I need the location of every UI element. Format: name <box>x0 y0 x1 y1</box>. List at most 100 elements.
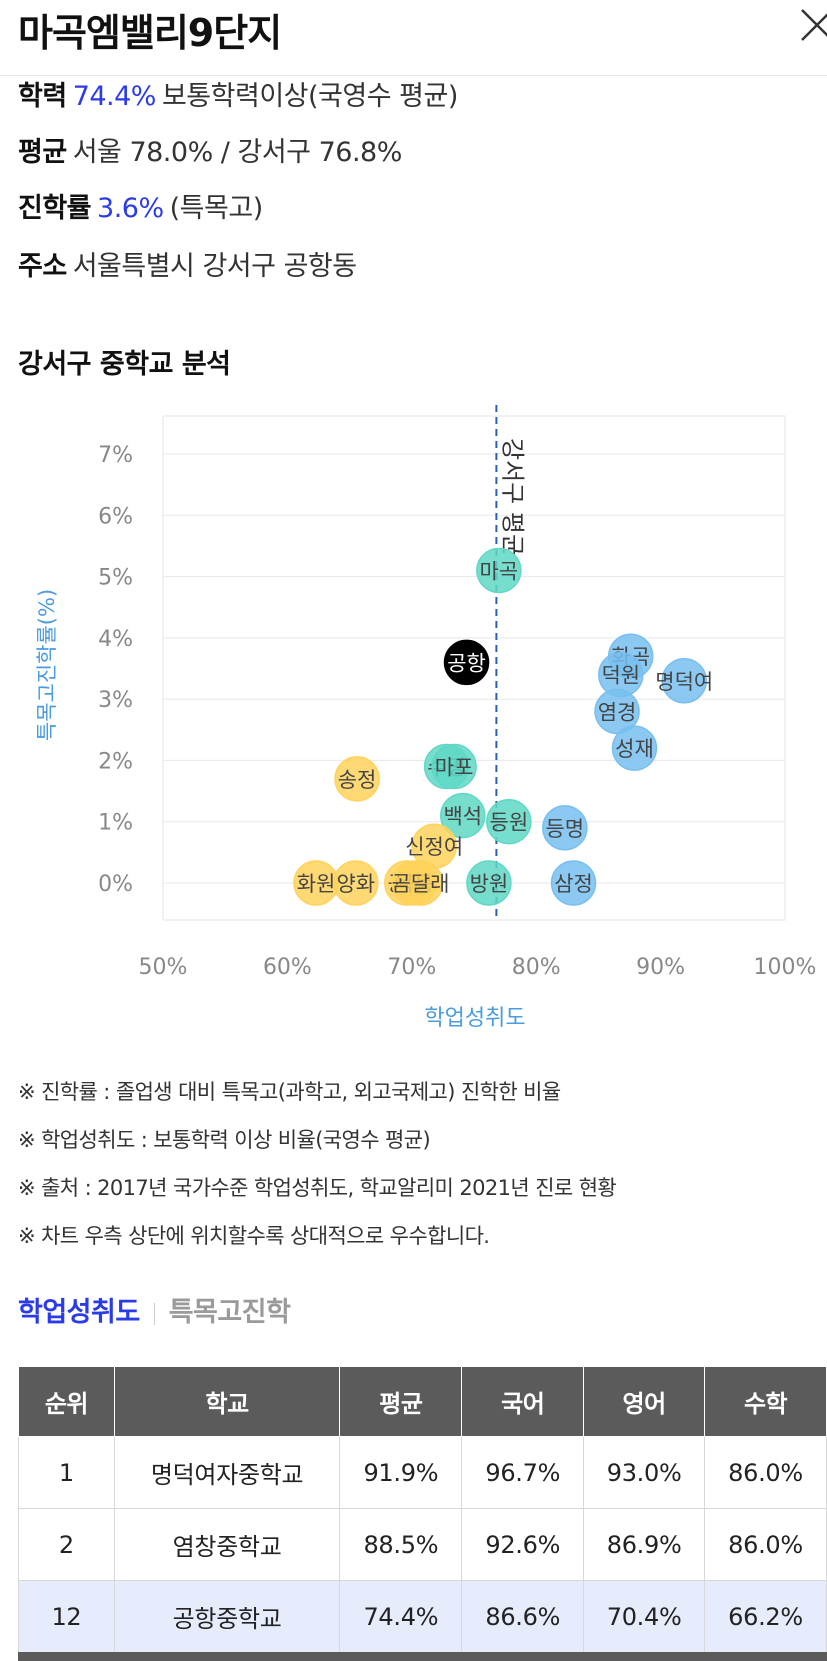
section-title: 강서구 중학교 분석 <box>18 349 231 380</box>
cell-math: 86.0% <box>704 1508 827 1581</box>
data-point-label: 마곡 <box>480 559 519 583</box>
cell-korean: 96.7% <box>461 1436 585 1509</box>
data-point-label: 송정 <box>338 768 377 792</box>
x-tick-label: 80% <box>512 955 561 980</box>
advancement-label: 진학률 <box>18 193 92 224</box>
address-row: 주소 서울특별시 강서구 공항동 <box>18 244 357 283</box>
header-korean: 국어 <box>461 1366 585 1437</box>
achievement-value: 74.4% <box>72 81 157 112</box>
x-tick-label: 60% <box>263 955 312 980</box>
cell-average: 91.9% <box>339 1436 463 1509</box>
cell-english: 70.4% <box>583 1580 706 1653</box>
y-tick-label: 3% <box>98 688 133 713</box>
note-item: ※ 학업성취도 : 보통학력 이상 비율(국영수 평균) <box>18 1128 431 1152</box>
x-tick-label: 70% <box>387 955 436 980</box>
achievement-label: 학력 <box>18 81 67 112</box>
cell-average: 74.4% <box>339 1580 463 1653</box>
page-title: 마곡엠밸리9단지 <box>18 11 282 55</box>
average-row: 평균 서울 78.0% / 강서구 76.8% <box>18 130 402 169</box>
tab-achievement[interactable]: 학업성취도 <box>18 1297 140 1328</box>
table-bottom-bar <box>18 1652 827 1661</box>
data-point <box>466 860 512 906</box>
y-axis-label: 특목고진학률(%) <box>35 589 59 741</box>
tabs: 학업성취도 특목고진학 <box>18 1290 291 1329</box>
average-label: 평균 <box>18 137 67 168</box>
data-point-label: 마포 <box>435 756 474 780</box>
cell-rank: 12 <box>18 1580 115 1653</box>
y-tick-label: 2% <box>98 749 133 774</box>
y-tick-label: 6% <box>98 504 133 529</box>
scatter-chart: 0% 1% 2% 3% 4% 5% 6% 7% 50% 60% 70% 80% 90% 100% 학업성취도… <box>35 405 817 1031</box>
address-label: 주소 <box>18 251 67 282</box>
y-tick-label: 4% <box>98 627 133 652</box>
achievement-row: 학력 74.4% 보통학력이상(국영수 평균) <box>18 74 458 113</box>
header-school: 학교 <box>113 1366 341 1437</box>
data-point-label: 양화 <box>336 872 375 896</box>
cell-math: 86.0% <box>704 1436 827 1509</box>
data-point <box>440 792 486 839</box>
note-item: ※ 진학률 : 졸업생 대비 특목고(과학고, 외고국제고) 진학한 비율 <box>18 1080 561 1104</box>
advancement-desc: (특목고) <box>169 193 264 224</box>
x-tick-label: 100% <box>754 955 817 980</box>
average-desc: 서울 78.0% / 강서구 76.8% <box>72 137 403 168</box>
data-point <box>611 725 658 771</box>
cell-korean: 92.6% <box>461 1508 585 1581</box>
table-row[interactable]: 1 명덕여자중학교 91.9% 96.7% 93.0% 86.0% <box>18 1436 827 1509</box>
data-point-label: 신정여 <box>405 835 463 859</box>
data-point <box>397 860 444 906</box>
table-row-current[interactable]: 12 공항중학교 74.4% 86.6% 70.4% 66.2% <box>18 1580 827 1653</box>
cell-english: 93.0% <box>583 1436 706 1509</box>
plot-border <box>162 415 786 921</box>
data-point <box>486 798 532 845</box>
data-point-label: 삼정 <box>554 872 593 896</box>
advancement-value: 3.6% <box>97 193 164 224</box>
data-point <box>594 688 640 735</box>
cell-math: 66.2% <box>704 1580 827 1653</box>
data-point <box>334 756 380 802</box>
data-point <box>542 805 588 851</box>
header-english: 영어 <box>583 1366 706 1437</box>
y-tick-label: 1% <box>98 811 133 836</box>
cell-korean: 86.6% <box>461 1580 585 1653</box>
table-row[interactable]: 2 염창중학교 88.5% 92.6% 86.9% 86.0% <box>18 1508 827 1581</box>
reference-line-label: 강서구 평균 <box>498 438 526 556</box>
y-tick-label: 5% <box>98 566 133 591</box>
y-tick-label: 7% <box>98 443 133 468</box>
data-point-label: 성재 <box>615 737 654 761</box>
cell-rank: 2 <box>18 1508 115 1581</box>
header: 마곡엠밸리9단지 <box>0 0 827 76</box>
note-item: ※ 차트 우측 상단에 위치할수록 상대적으로 우수합니다. <box>18 1224 490 1248</box>
cell-rank: 1 <box>18 1436 115 1509</box>
cell-school: 공항중학교 <box>113 1580 341 1653</box>
header-average: 평균 <box>339 1366 463 1437</box>
cell-english: 86.9% <box>583 1508 706 1581</box>
data-point <box>476 547 522 594</box>
note-item: ※ 출처 : 2017년 국가수준 학업성취도, 학교알리미 2021년 진로 … <box>18 1176 617 1200</box>
data-point-label: 덕원 <box>601 664 640 688</box>
data-point-label: 화원 <box>297 872 336 896</box>
y-tick-label: 0% <box>98 872 133 897</box>
notes: ※ 진학률 : 졸업생 대비 특목고(과학고, 외고국제고) 진학한 비율 ※ … <box>18 1068 617 1260</box>
cell-school: 염창중학교 <box>113 1508 341 1581</box>
advancement-row: 진학률 3.6% (특목고) <box>18 186 263 225</box>
tab-divider <box>153 1302 155 1325</box>
data-point-label: 백석 <box>443 805 482 829</box>
address-desc: 서울특별시 강서구 공항동 <box>72 251 357 282</box>
data-point-label: 방원 <box>470 872 509 896</box>
cell-school: 명덕여자중학교 <box>113 1436 341 1509</box>
header-rank: 순위 <box>18 1366 115 1437</box>
close-icon[interactable] <box>798 6 827 46</box>
ranking-table: 순위 학교 평균 국어 영어 수학 1 명덕여자중학교 91.9% 96.7% … <box>18 1366 827 1653</box>
data-point <box>550 860 597 906</box>
data-point-label: 곰달래 <box>392 872 450 896</box>
data-point <box>333 860 379 906</box>
tab-special-high[interactable]: 특목고진학 <box>168 1297 291 1328</box>
data-point-label: 공항 <box>447 651 486 675</box>
data-point-label: 염경 <box>598 700 637 724</box>
x-tick-label: 90% <box>636 955 685 980</box>
achievement-desc: 보통학력이상(국영수 평균) <box>161 81 458 112</box>
data-point-label: 등명 <box>545 817 584 841</box>
x-tick-label: 50% <box>139 955 188 980</box>
x-axis-label: 학업성취도 <box>424 1006 525 1031</box>
data-point <box>431 743 477 790</box>
